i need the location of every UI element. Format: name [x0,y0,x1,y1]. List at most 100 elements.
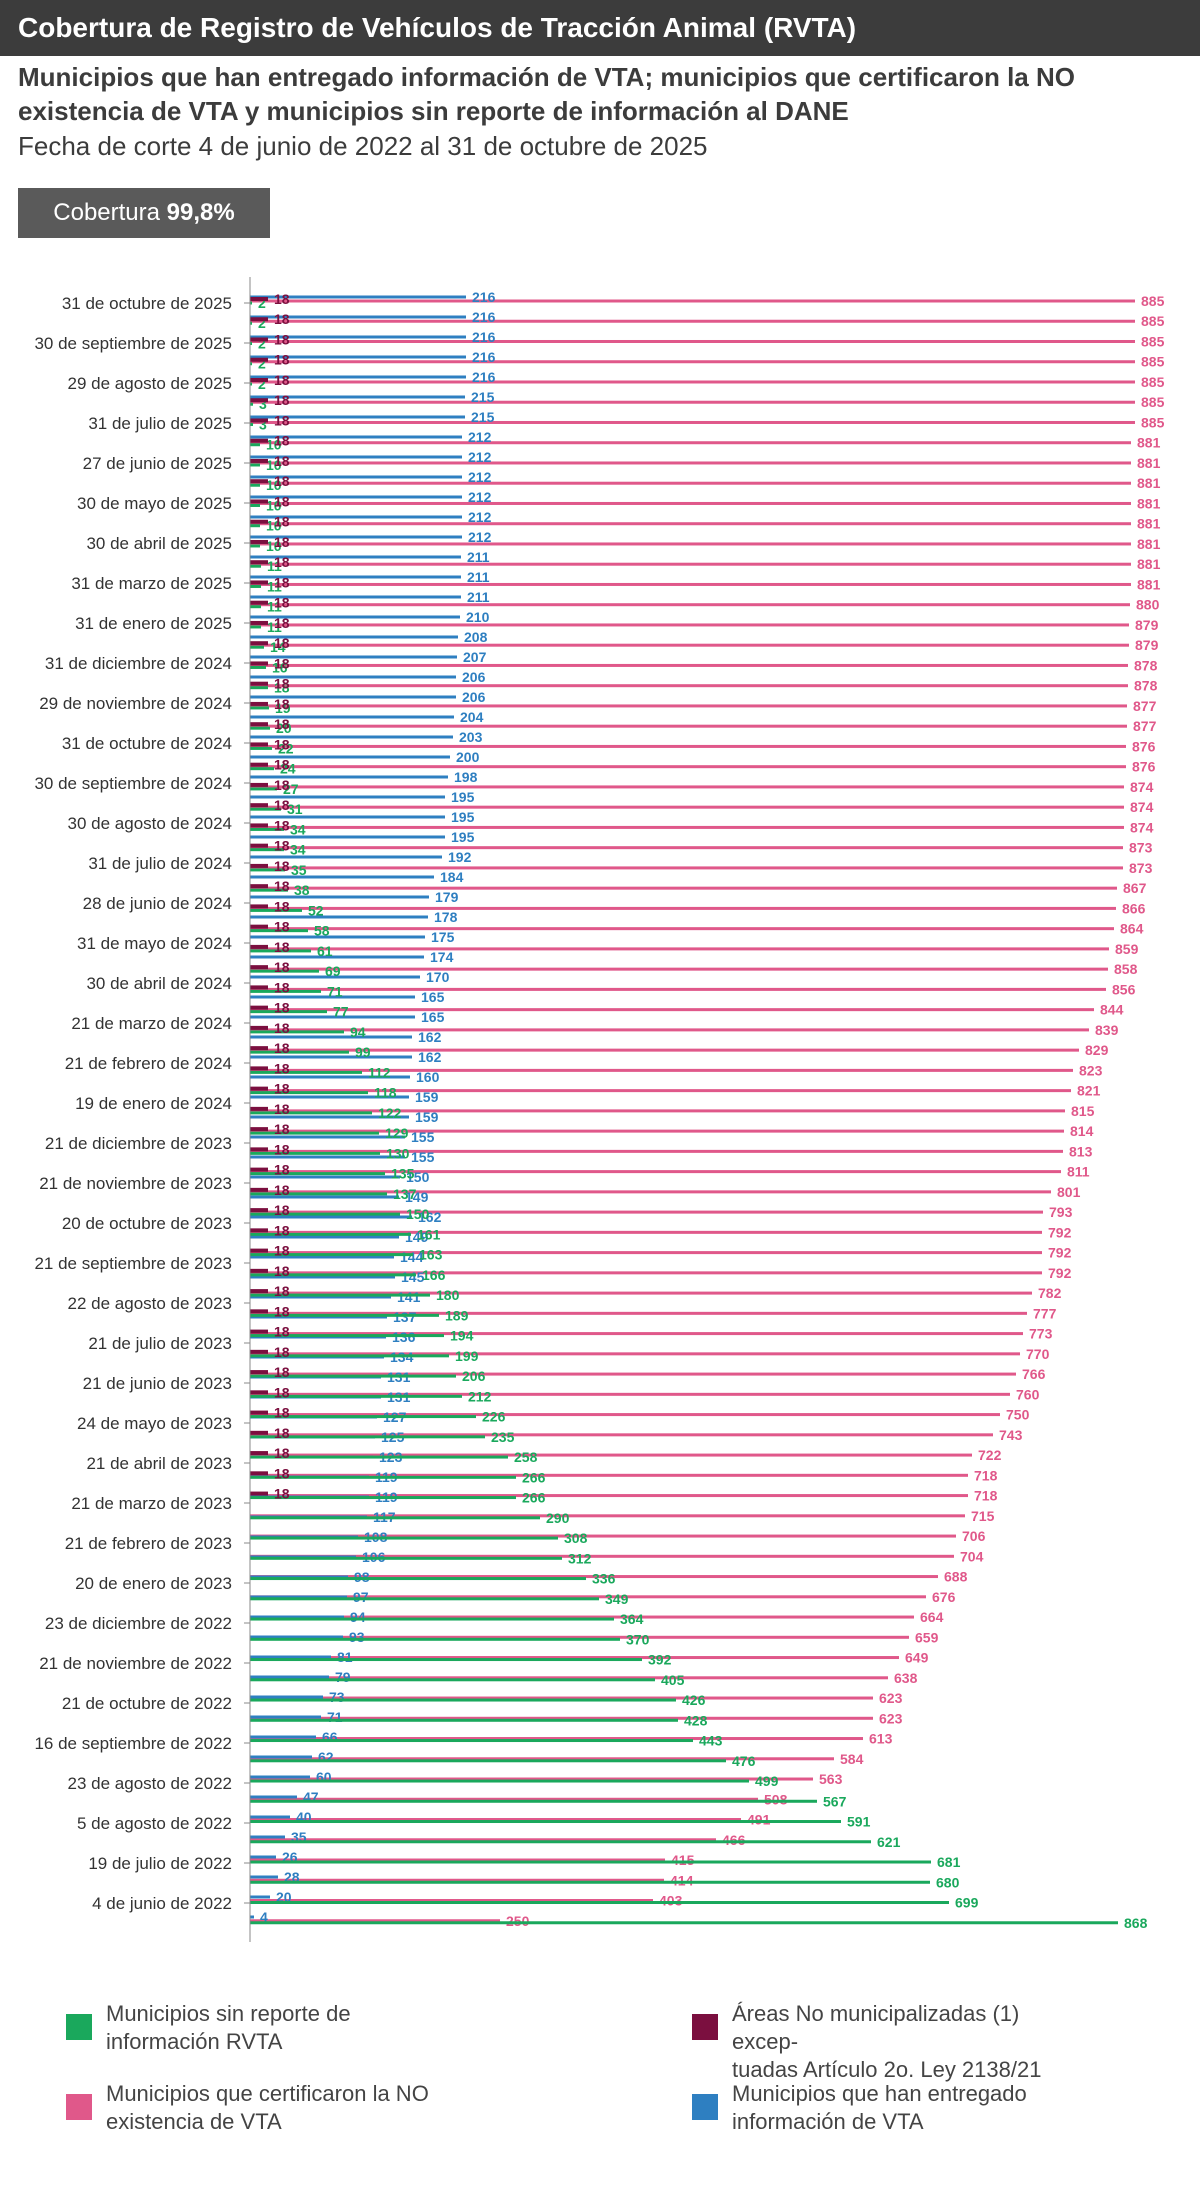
blue-bar [250,355,466,359]
green-bar [250,807,281,811]
pink-bar [250,967,1108,971]
pink-value-label: 881 [1137,475,1161,491]
pink-value-label: 792 [1048,1245,1072,1261]
maroon-bar [250,1147,268,1152]
maroon-value-label: 18 [274,1344,290,1360]
maroon-value-label: 18 [274,493,290,509]
pink-value-label: 563 [819,1771,843,1787]
pink-value-label: 715 [971,1508,995,1524]
blue-value-label: 211 [467,589,490,605]
green-value-label: 212 [468,1388,492,1404]
category-label: 29 de agosto de 2025 [68,374,232,393]
maroon-bar [250,965,268,970]
green-bar [250,1718,678,1722]
pink-value-label: 770 [1026,1346,1050,1362]
blue-value-label: 195 [451,809,475,825]
blue-bar [250,1615,344,1619]
pink-value-label: 814 [1070,1123,1094,1139]
pink-bar [250,441,1131,445]
green-value-label: 18 [274,680,290,696]
category-label: 21 de abril de 2023 [86,1454,232,1473]
maroon-value-label: 18 [274,1162,290,1178]
pink-value-label: 867 [1123,880,1147,896]
green-value-label: 499 [755,1773,779,1789]
blue-value-label: 195 [451,829,475,845]
pink-bar [250,562,1131,566]
blue-value-label: 137 [393,1309,417,1325]
pink-bar [250,299,1135,303]
blue-value-label: 178 [434,909,458,925]
blue-bar [250,1275,395,1279]
pink-value-label: 613 [869,1731,893,1747]
category-label: 23 de diciembre de 2022 [45,1614,232,1633]
green-bar [250,1070,362,1074]
maroon-value-label: 18 [274,352,290,368]
blue-bar [250,1835,285,1839]
legend-label-pink: Municipios que certificaron la NO existen… [106,2080,436,2136]
blue-value-label: 160 [416,1069,440,1085]
blue-value-label: 212 [468,429,492,445]
maroon-value-label: 18 [274,433,290,449]
category-label: 31 de julio de 2025 [88,414,232,433]
pink-bar [250,481,1131,485]
pink-value-label: 881 [1137,495,1161,511]
pink-bar [250,1149,1063,1153]
pink-bar [250,744,1126,748]
green-value-label: 58 [314,923,330,939]
category-label: 24 de mayo de 2023 [77,1414,232,1433]
legend-swatch-blue [692,2094,718,2120]
blue-value-label: 216 [472,289,496,305]
green-bar [250,1516,540,1520]
maroon-bar [250,1066,268,1071]
green-value-label: 2 [258,376,266,392]
pink-bar [250,1271,1042,1275]
maroon-value-label: 18 [274,898,290,914]
maroon-value-label: 18 [274,595,290,611]
green-value-label: 591 [847,1814,871,1830]
pink-value-label: 766 [1022,1366,1046,1382]
green-value-label: 161 [417,1226,441,1242]
blue-bar [250,515,462,519]
green-bar [250,362,252,366]
green-value-label: 150 [406,1206,430,1222]
blue-bar [250,1815,290,1819]
category-label: 31 de marzo de 2025 [71,574,232,593]
blue-bar [250,1775,310,1779]
green-bar [250,1556,562,1560]
green-bar [250,402,253,406]
category-label: 21 de julio de 2023 [88,1334,232,1353]
category-label: 23 de agosto de 2022 [68,1774,232,1793]
pink-bar [250,805,1124,809]
pink-value-label: 885 [1141,374,1165,390]
pink-bar [250,1534,956,1538]
category-label: 20 de enero de 2023 [75,1574,232,1593]
pink-value-label: 743 [999,1427,1023,1443]
blue-bar [250,475,462,479]
blue-bar [250,1075,410,1079]
green-value-label: 10 [266,477,282,493]
maroon-value-label: 18 [274,1020,290,1036]
pink-bar [250,1311,1027,1315]
maroon-value-label: 18 [274,372,290,388]
green-value-label: 2 [258,356,266,372]
blue-value-label: 79 [335,1669,351,1685]
green-bar [250,605,261,609]
legend-swatch-pink [66,2094,92,2120]
pink-value-label: 877 [1133,718,1157,734]
category-label: 31 de julio de 2024 [88,854,232,873]
pink-value-label: 750 [1006,1407,1030,1423]
green-bar [250,1698,676,1702]
maroon-bar [250,499,268,504]
pink-value-label: 829 [1085,1042,1109,1058]
maroon-value-label: 18 [274,1141,290,1157]
legend-label-blue: Municipios que han entregado información … [732,2080,1062,2136]
pink-bar [250,1210,1043,1214]
green-bar [250,1577,586,1581]
maroon-value-label: 18 [274,1405,290,1421]
legend-label-line: información RVTA [106,2029,283,2054]
green-bar [250,1354,449,1358]
pink-bar [250,522,1131,526]
pink-value-label: 664 [920,1609,944,1625]
green-bar [250,1030,344,1034]
pink-bar [250,1109,1065,1113]
